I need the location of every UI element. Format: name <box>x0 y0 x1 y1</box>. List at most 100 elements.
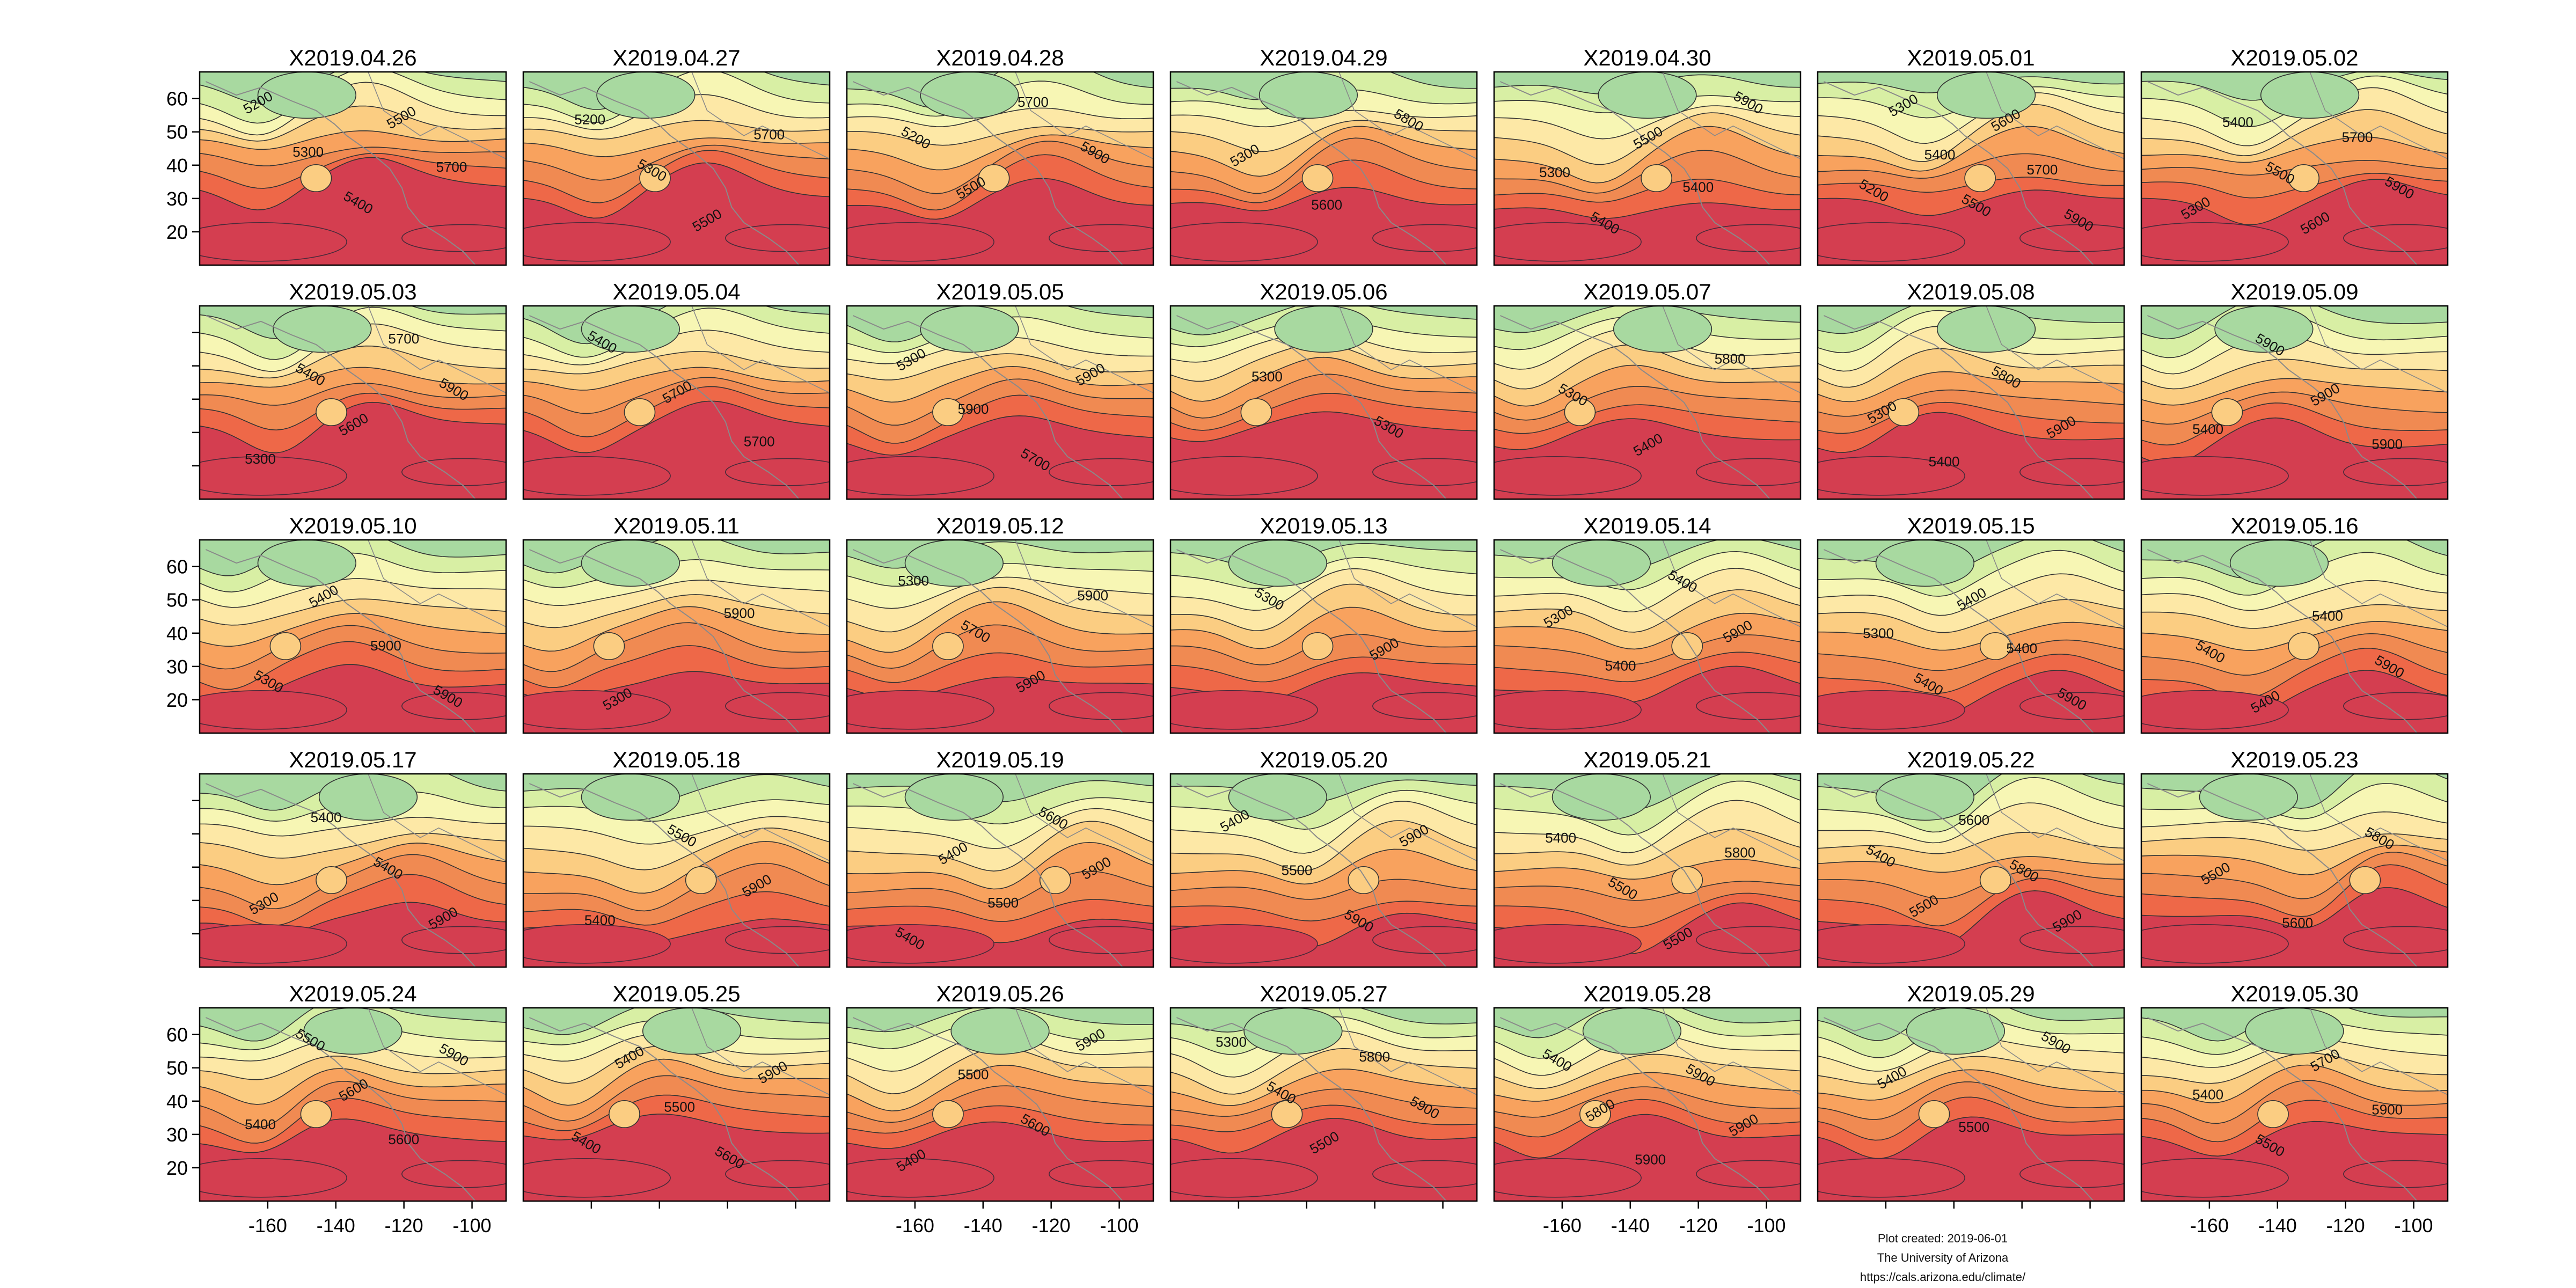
contour-label: 5500 <box>1282 862 1313 878</box>
closed-low-contour <box>581 774 680 821</box>
panel-frame <box>2140 539 2449 734</box>
y-tick-label: 60 <box>166 556 188 578</box>
coastline <box>852 1017 1123 1201</box>
coastline <box>1823 549 2094 733</box>
cutoff-contour <box>1641 164 1672 192</box>
subtropical-high-contour <box>523 1158 671 1198</box>
panel-title: X2019.05.22 <box>1907 747 2035 772</box>
contour-label: 5900 <box>2372 1101 2403 1117</box>
contour-label: 5800 <box>1359 1049 1390 1065</box>
subtropical-high-contour <box>1494 222 1642 262</box>
cutoff-contour <box>1240 398 1272 426</box>
coastline <box>1338 774 1477 861</box>
panel-frame <box>1817 773 2125 968</box>
coastline <box>1986 1008 2124 1095</box>
panel-frame <box>1493 305 1802 500</box>
height-contour-band <box>847 1008 1153 1033</box>
closed-low-contour <box>581 306 680 353</box>
credit-date: Plot created: 2019-06-01 <box>1877 1232 2008 1245</box>
panel-title: X2019.05.25 <box>612 981 740 1006</box>
coastline <box>1823 81 2094 265</box>
coastline <box>2147 315 2418 499</box>
panel-title: X2019.05.08 <box>1907 279 2035 304</box>
panel-frame <box>1169 305 1478 500</box>
cutoff-contour <box>932 398 964 426</box>
cutoff-contour <box>1671 632 1703 661</box>
panel-frame <box>2140 305 2449 500</box>
contour-label: 5700 <box>753 126 785 142</box>
panel-title: X2019.04.26 <box>289 45 416 70</box>
credit-url[interactable]: https://cals.arizona.edu/climate/ <box>1860 1270 2026 1284</box>
panel-title: X2019.05.11 <box>613 513 740 538</box>
panel-title: X2019.05.21 <box>1583 747 1711 772</box>
coastline <box>691 1008 830 1095</box>
coastline <box>1176 315 1447 499</box>
x-tick-label: -120 <box>2326 1214 2365 1236</box>
subtropical-high-contour <box>847 1158 994 1198</box>
contour-label: 5700 <box>1018 94 1049 110</box>
contour-label: 5900 <box>370 638 401 654</box>
coastline <box>1823 1017 2094 1201</box>
closed-low-contour <box>920 306 1019 353</box>
panel-frame <box>846 773 1154 968</box>
subtropical-high-contour <box>1494 1158 1642 1198</box>
subtropical-high-contour <box>847 456 994 496</box>
panel-frame <box>522 773 831 968</box>
subtropical-high-contour <box>1818 924 1965 964</box>
x-tick-label: -100 <box>453 1214 492 1236</box>
coastline <box>852 549 1123 733</box>
panel-frame <box>2140 1007 2449 1202</box>
coastline <box>1176 783 1447 967</box>
coastline <box>368 540 506 627</box>
coastline <box>2309 1008 2448 1095</box>
coastline <box>1176 81 1447 265</box>
subtropical-high-contour <box>1494 690 1642 730</box>
coastline <box>1499 549 1770 733</box>
credit-university: The University of Arizona <box>1877 1251 2009 1264</box>
closed-low-contour <box>950 1008 1050 1055</box>
x-tick-label: -140 <box>2258 1214 2297 1236</box>
cutoff-contour <box>624 398 656 426</box>
cutoff-contour <box>932 632 964 661</box>
panel-title: X2019.05.03 <box>289 279 416 304</box>
closed-low-contour <box>920 72 1019 119</box>
coastline <box>1338 72 1477 159</box>
x-tick-label: -140 <box>317 1214 355 1236</box>
closed-low-contour <box>1936 72 2036 119</box>
closed-low-contour <box>2229 540 2329 587</box>
panel-frame <box>1169 539 1478 734</box>
contour-label: 5300 <box>1216 1034 1247 1050</box>
panel-title: X2019.05.20 <box>1260 747 1387 772</box>
panel-frame <box>1169 1007 1478 1202</box>
closed-low-contour <box>1243 1008 1343 1055</box>
panel-frame <box>2140 71 2449 266</box>
subtropical-high-contour <box>1494 456 1642 496</box>
contour-label: 5400 <box>2222 114 2253 130</box>
closed-low-contour <box>303 1008 402 1055</box>
panel-title: X2019.05.13 <box>1260 513 1387 538</box>
subtropical-high-contour <box>1170 924 1318 964</box>
closed-low-contour <box>1258 72 1358 119</box>
subtropical-high-contour <box>1170 1158 1318 1198</box>
y-tick-label: 60 <box>166 88 188 110</box>
subtropical-high-contour <box>523 456 671 496</box>
panel-title: X2019.05.30 <box>2230 981 2358 1006</box>
cutoff-contour <box>1887 398 1920 426</box>
coastline <box>368 774 506 861</box>
height-contour-band <box>1494 306 1801 333</box>
coastline <box>691 540 830 627</box>
coastline <box>1499 783 1770 967</box>
panel-title: X2019.05.07 <box>1583 279 1711 304</box>
panel-frame <box>846 1007 1154 1202</box>
contour-label: 5300 <box>1252 368 1283 384</box>
y-tick-label: 40 <box>166 623 188 645</box>
cutoff-contour <box>1271 1100 1303 1129</box>
panel-title: X2019.04.30 <box>1583 45 1711 70</box>
coastline <box>1499 81 1770 265</box>
